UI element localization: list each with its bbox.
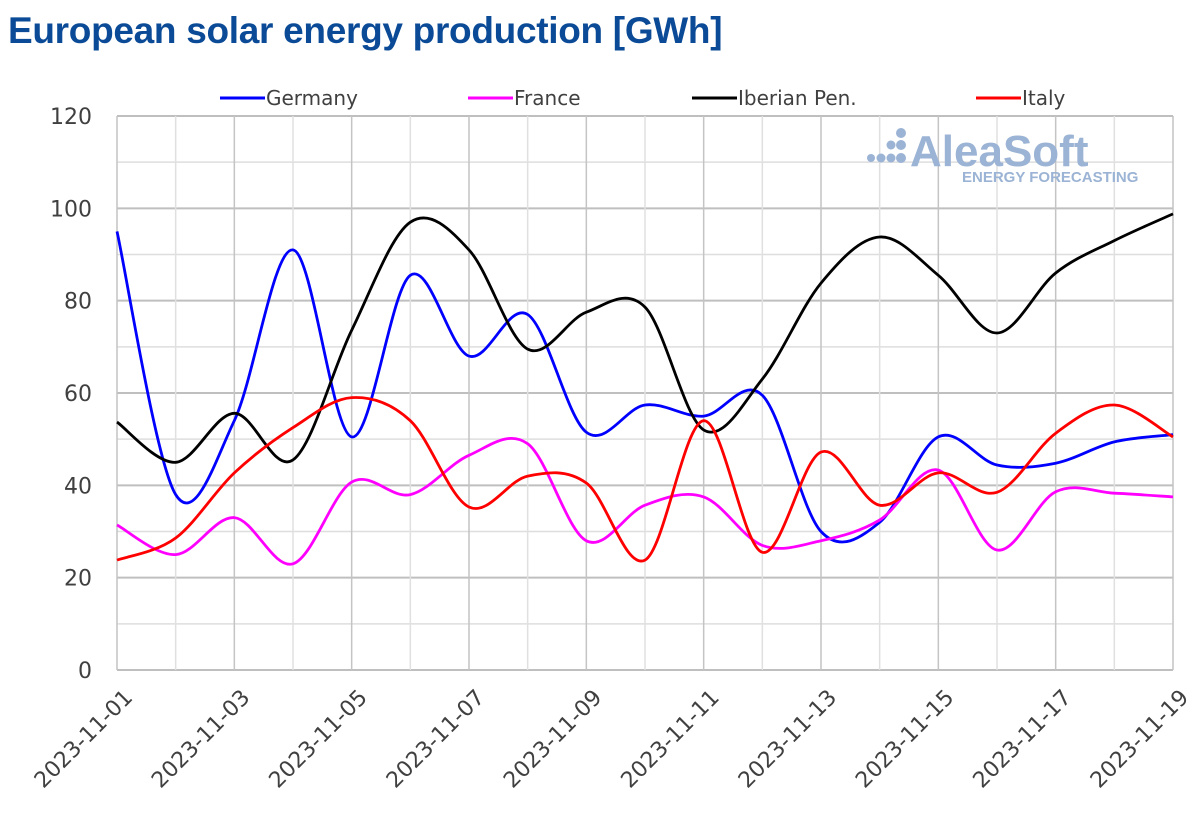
- x-tick-label: 2023-11-03: [147, 685, 255, 793]
- legend: Germany France Iberian Pen. Italy: [220, 86, 1066, 110]
- x-tick-label: 2023-11-09: [499, 685, 607, 793]
- y-tick-label: 40: [64, 474, 92, 499]
- x-tick-label: 2023-11-17: [969, 685, 1077, 793]
- y-tick-label: 120: [50, 105, 92, 130]
- series-lines: [115, 212, 1174, 566]
- chart-title: European solar energy production [GWh]: [8, 10, 723, 51]
- legend-item-france: France: [468, 86, 581, 110]
- y-tick-label: 20: [64, 567, 92, 592]
- series-line-germany: [115, 231, 1174, 544]
- y-tick-label: 80: [64, 290, 92, 315]
- y-tick-label: 0: [78, 659, 92, 684]
- logo-dots-icon: [867, 128, 906, 163]
- aleasoft-watermark: AleaSoft ENERGY FORECASTING: [867, 127, 1138, 186]
- series-line-france: [116, 437, 1174, 566]
- y-tick-label: 60: [64, 382, 92, 407]
- legend-label: Germany: [266, 86, 358, 110]
- legend-item-italy: Italy: [976, 86, 1066, 110]
- y-tick-label: 100: [50, 197, 92, 222]
- series-line-iberian-pen: [116, 212, 1174, 464]
- x-tick-label: 2023-11-11: [617, 685, 725, 793]
- legend-label: Italy: [1022, 86, 1066, 110]
- x-tick-label: 2023-11-13: [734, 685, 842, 793]
- x-tick-label: 2023-11-15: [851, 685, 959, 793]
- watermark-tagline: ENERGY FORECASTING: [962, 169, 1138, 186]
- legend-item-germany: Germany: [220, 86, 358, 110]
- grid: [116, 115, 1174, 671]
- watermark-brand: AleaSoft: [910, 127, 1089, 176]
- legend-label: Iberian Pen.: [738, 86, 857, 110]
- y-axis: 0 20 40 60 80 100 120: [50, 105, 92, 684]
- x-tick-label: 2023-11-01: [30, 685, 138, 793]
- series-line-italy: [116, 396, 1174, 563]
- x-axis: 2023-11-01 2023-11-03 2023-11-05 2023-11-07…: [30, 685, 1194, 793]
- legend-item-iberian-pen: Iberian Pen.: [692, 86, 857, 110]
- x-tick-label: 2023-11-05: [265, 685, 373, 793]
- x-tick-label: 2023-11-07: [382, 685, 490, 793]
- legend-label: France: [514, 86, 581, 110]
- x-tick-label: 2023-11-19: [1086, 685, 1194, 793]
